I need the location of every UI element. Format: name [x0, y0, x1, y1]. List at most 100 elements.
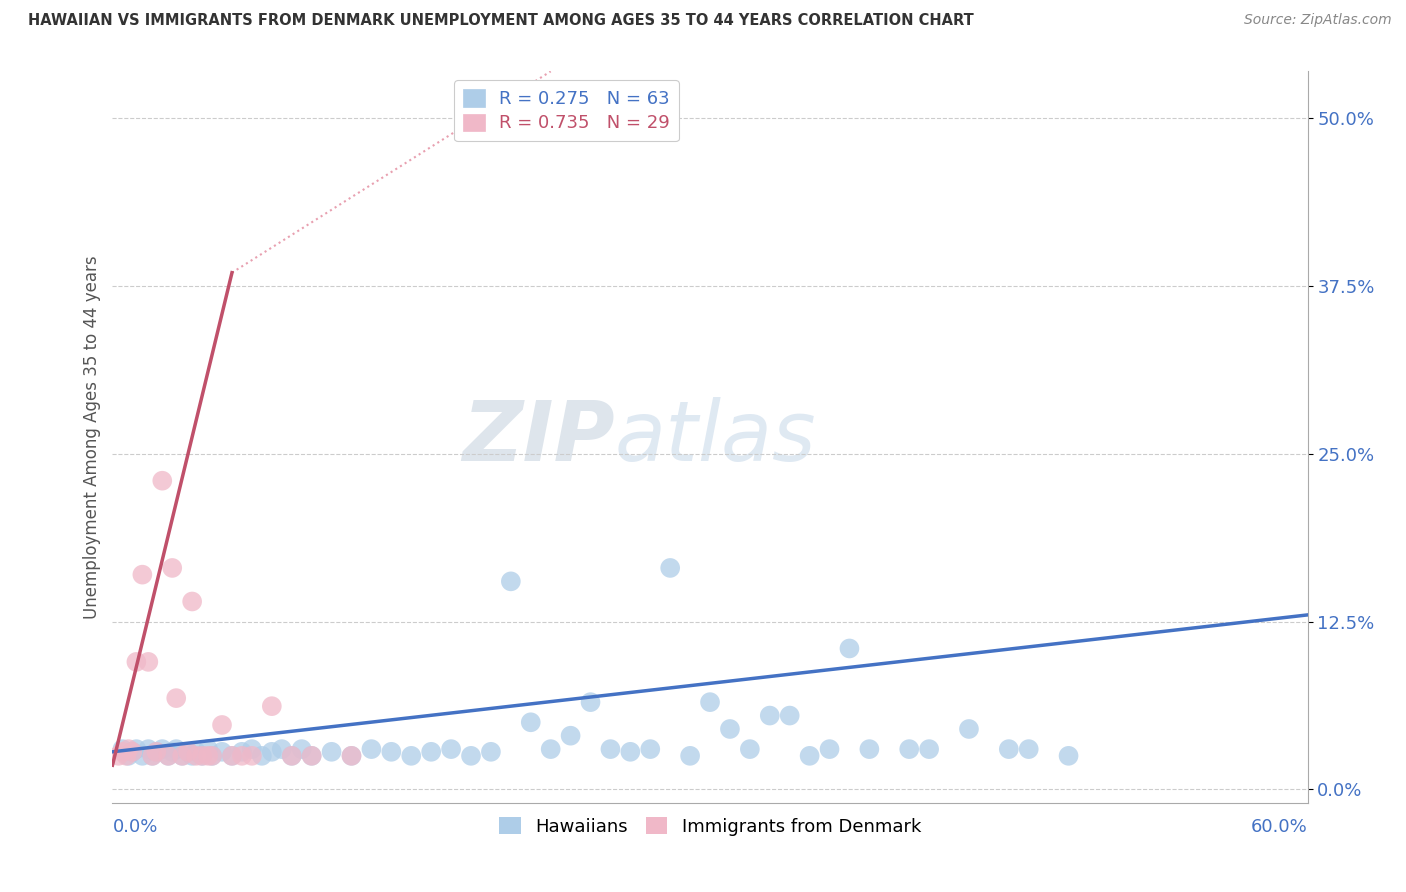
- Point: [121, 745, 143, 759]
- Point: [131, 567, 153, 582]
- Point: [759, 708, 782, 723]
- Point: [145, 745, 167, 759]
- Point: [838, 641, 860, 656]
- Text: HAWAIIAN VS IMMIGRANTS FROM DENMARK UNEMPLOYMENT AMONG AGES 35 TO 44 YEARS CORRE: HAWAIIAN VS IMMIGRANTS FROM DENMARK UNEM…: [28, 13, 974, 29]
- Point: [540, 742, 562, 756]
- Point: [898, 742, 921, 756]
- Point: [560, 729, 582, 743]
- Point: [186, 748, 208, 763]
- Point: [858, 742, 880, 756]
- Text: atlas: atlas: [614, 397, 815, 477]
- Point: [162, 745, 183, 759]
- Point: [191, 748, 214, 763]
- Point: [799, 748, 821, 763]
- Y-axis label: Unemployment Among Ages 35 to 44 years: Unemployment Among Ages 35 to 44 years: [83, 255, 101, 619]
- Point: [619, 745, 641, 759]
- Point: [177, 745, 200, 759]
- Point: [197, 748, 219, 763]
- Point: [520, 715, 543, 730]
- Point: [460, 748, 482, 763]
- Point: [1057, 748, 1080, 763]
- Point: [172, 748, 194, 763]
- Point: [957, 722, 980, 736]
- Point: [117, 748, 139, 763]
- Point: [131, 748, 153, 763]
- Point: [918, 742, 941, 756]
- Point: [281, 748, 304, 763]
- Point: [260, 699, 283, 714]
- Point: [818, 742, 841, 756]
- Point: [145, 745, 167, 759]
- Point: [738, 742, 761, 756]
- Point: [181, 594, 204, 608]
- Point: [718, 722, 741, 736]
- Point: [191, 748, 214, 763]
- Point: [679, 748, 702, 763]
- Point: [640, 742, 662, 756]
- Point: [115, 748, 138, 763]
- Point: [499, 574, 522, 589]
- Point: [165, 742, 187, 756]
- Point: [211, 745, 233, 759]
- Point: [240, 742, 263, 756]
- Point: [281, 748, 304, 763]
- Point: [340, 748, 363, 763]
- Point: [260, 745, 283, 759]
- Point: [172, 748, 194, 763]
- Point: [231, 745, 253, 759]
- Point: [157, 748, 180, 763]
- Point: [111, 745, 134, 759]
- Point: [699, 695, 721, 709]
- Point: [165, 691, 187, 706]
- Point: [270, 742, 292, 756]
- Point: [201, 748, 224, 763]
- Point: [301, 748, 323, 763]
- Point: [117, 742, 139, 756]
- Point: [141, 748, 163, 763]
- Point: [157, 748, 180, 763]
- Legend: Hawaiians, Immigrants from Denmark: Hawaiians, Immigrants from Denmark: [489, 808, 931, 845]
- Point: [221, 748, 243, 763]
- Point: [121, 745, 143, 759]
- Text: 60.0%: 60.0%: [1251, 818, 1308, 836]
- Point: [111, 742, 134, 756]
- Text: ZIP: ZIP: [461, 397, 614, 477]
- Point: [380, 745, 402, 759]
- Point: [125, 742, 148, 756]
- Point: [479, 745, 502, 759]
- Point: [221, 748, 243, 763]
- Point: [440, 742, 463, 756]
- Point: [401, 748, 423, 763]
- Point: [197, 742, 219, 756]
- Point: [150, 474, 173, 488]
- Point: [360, 742, 382, 756]
- Point: [659, 561, 682, 575]
- Point: [107, 748, 129, 763]
- Point: [141, 748, 163, 763]
- Point: [125, 655, 148, 669]
- Point: [150, 742, 173, 756]
- Point: [779, 708, 801, 723]
- Point: [186, 745, 208, 759]
- Point: [201, 748, 224, 763]
- Point: [177, 745, 200, 759]
- Point: [579, 695, 602, 709]
- Point: [240, 748, 263, 763]
- Point: [340, 748, 363, 763]
- Point: [211, 718, 233, 732]
- Point: [599, 742, 621, 756]
- Point: [138, 742, 160, 756]
- Point: [181, 748, 204, 763]
- Point: [321, 745, 343, 759]
- Point: [998, 742, 1021, 756]
- Point: [301, 748, 323, 763]
- Point: [1018, 742, 1040, 756]
- Text: Source: ZipAtlas.com: Source: ZipAtlas.com: [1244, 13, 1392, 28]
- Point: [291, 742, 314, 756]
- Point: [138, 655, 160, 669]
- Point: [250, 748, 273, 763]
- Point: [420, 745, 443, 759]
- Point: [231, 748, 253, 763]
- Text: 0.0%: 0.0%: [112, 818, 157, 836]
- Point: [162, 561, 183, 575]
